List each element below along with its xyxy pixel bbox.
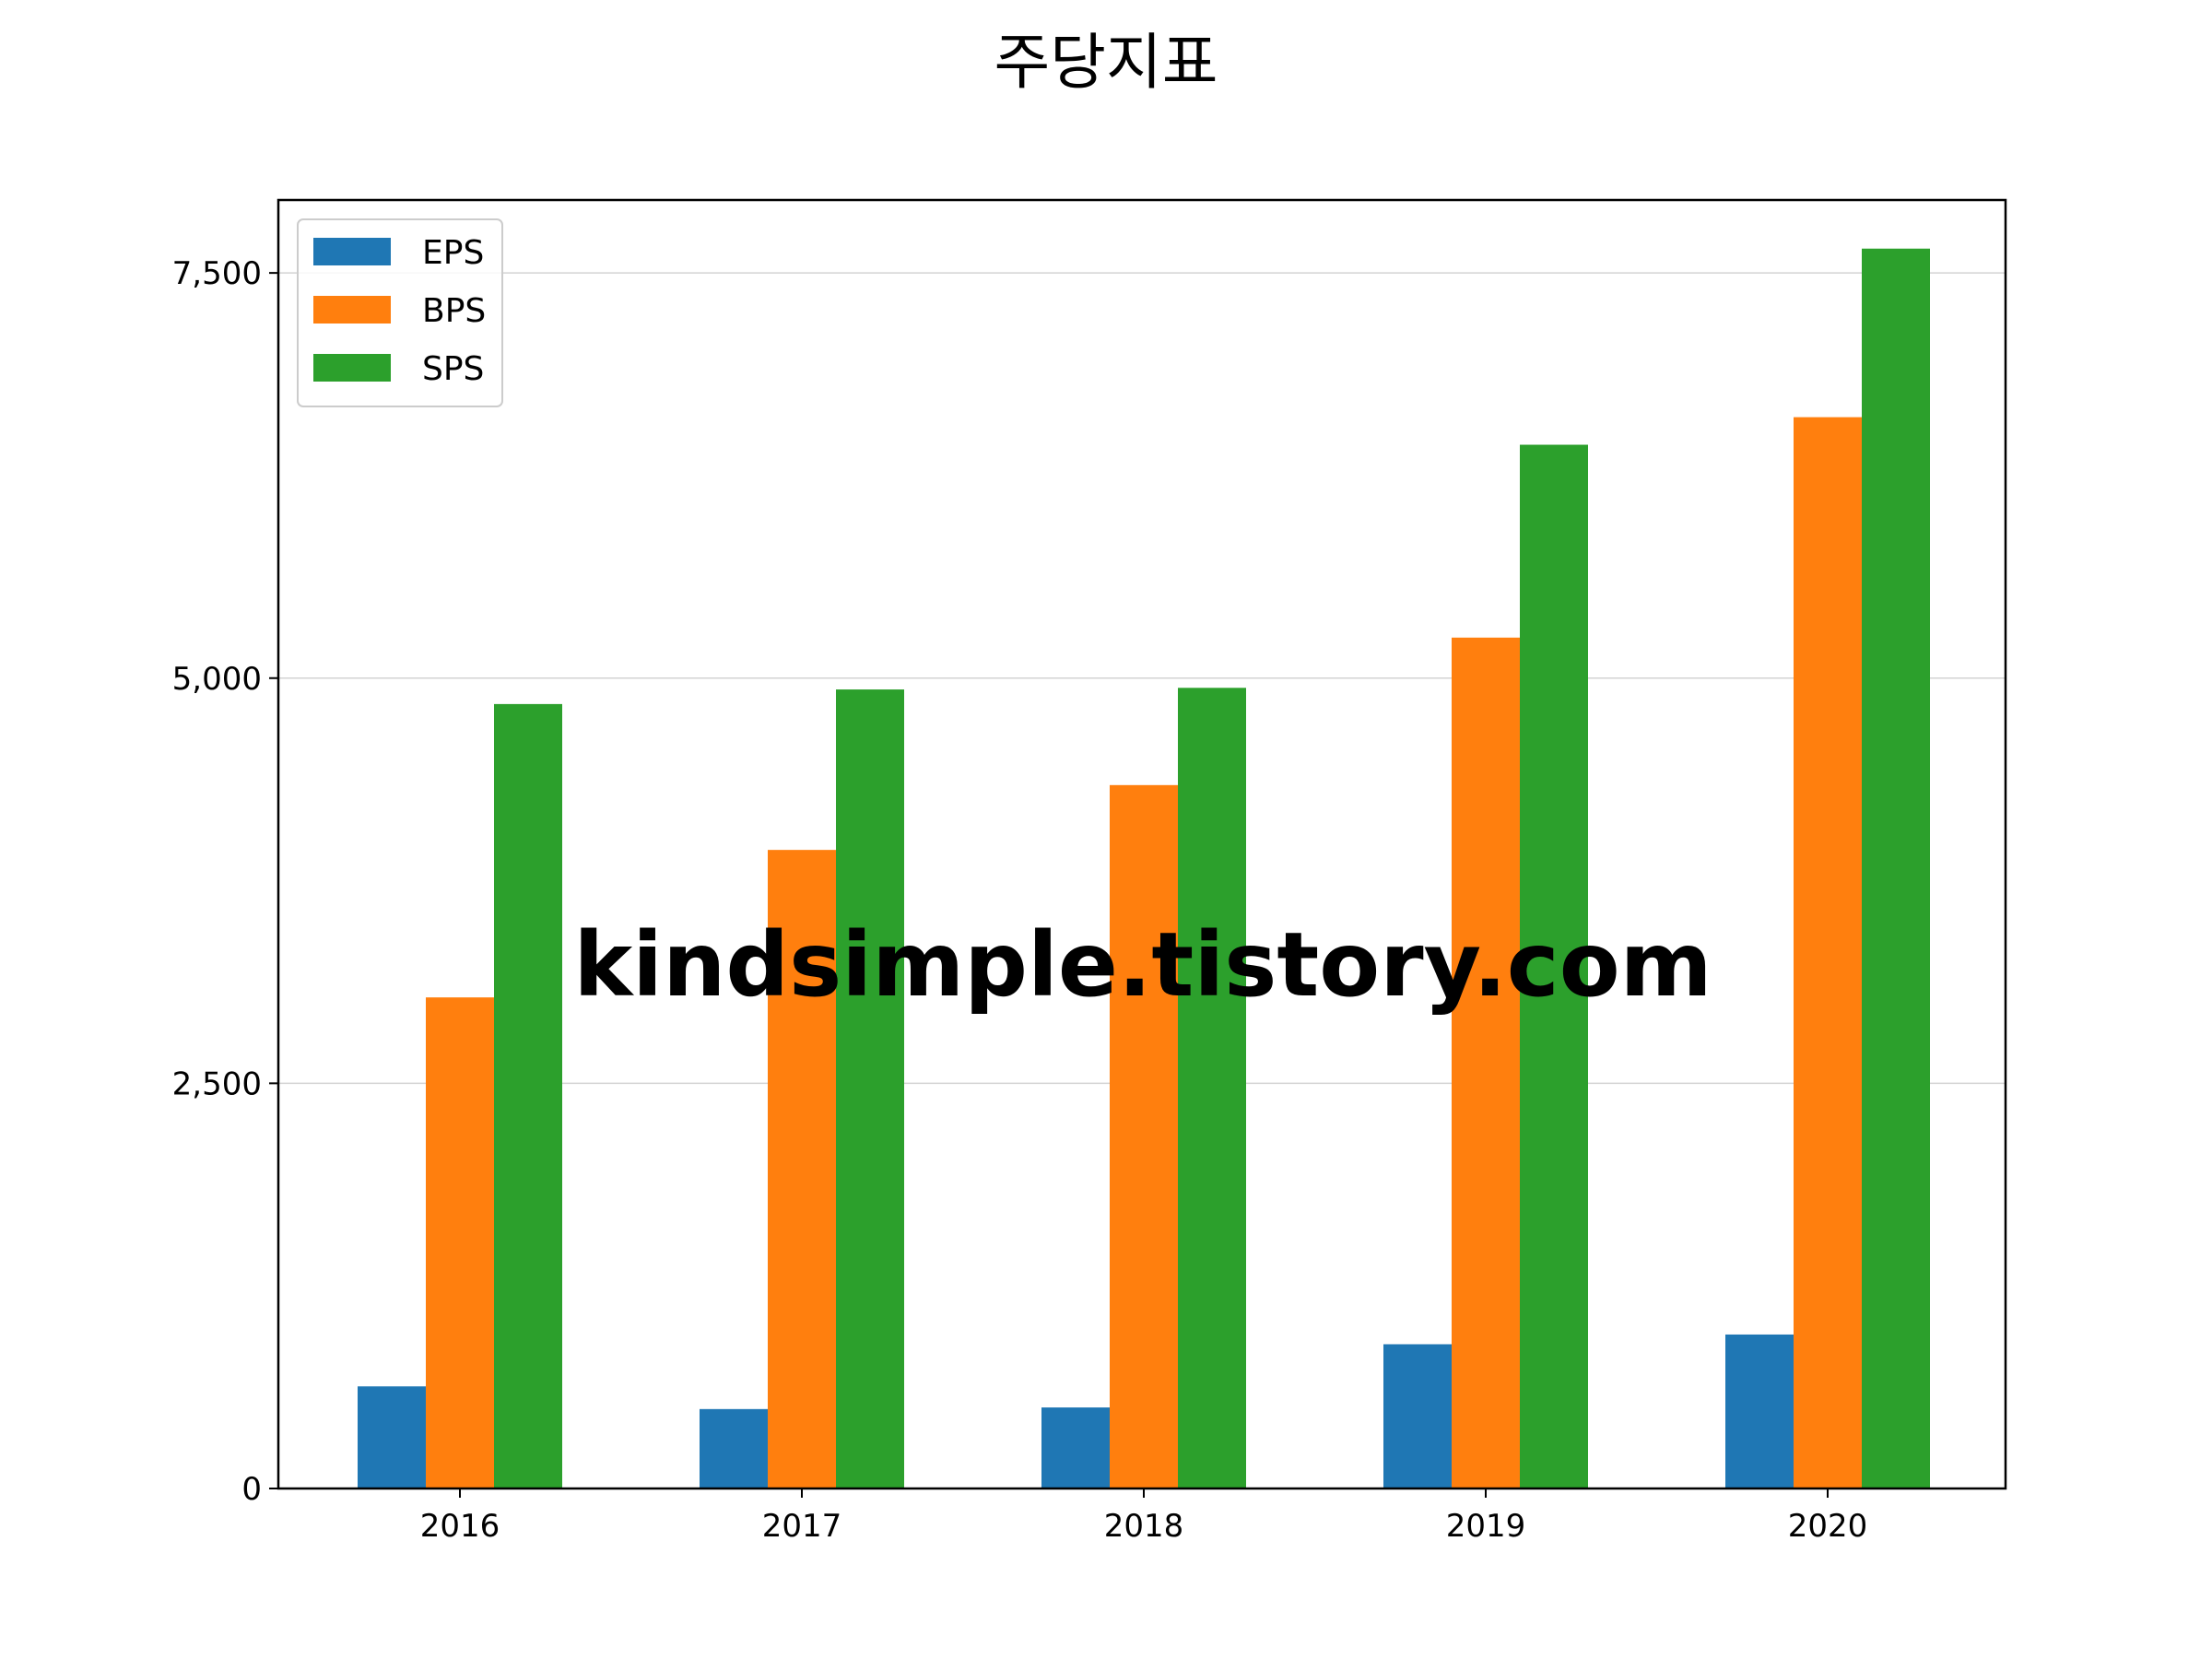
bars <box>358 248 1930 1489</box>
plot-frame <box>276 198 2007 1490</box>
x-axis-ticks: 2016 2017 2018 2019 2020 <box>420 1488 1868 1545</box>
bar-eps-2018 <box>1041 1407 1110 1488</box>
bar-sps-2016 <box>494 703 562 1488</box>
x-tick-label: 2020 <box>1788 1508 1868 1545</box>
y-tick-label: 2,500 <box>172 1065 262 1102</box>
legend-label-bps: BPS <box>422 292 486 330</box>
y-tick-label: 7,500 <box>172 255 262 292</box>
bar-sps-2019 <box>1520 444 1588 1488</box>
bar-sps-2017 <box>836 689 904 1488</box>
bar-eps-2020 <box>1725 1334 1794 1488</box>
x-tick-label: 2019 <box>1446 1508 1526 1545</box>
watermark-text: kindsimple.tistory.com <box>573 913 1712 1017</box>
x-tick-label: 2017 <box>762 1508 842 1545</box>
bar-sps-2020 <box>1862 248 1930 1488</box>
y-axis-ticks: 0 2,500 5,000 7,500 <box>172 255 278 1508</box>
x-tick-label: 2016 <box>420 1508 500 1545</box>
bar-eps-2017 <box>700 1408 768 1488</box>
bar-bps-2018 <box>1110 784 1178 1488</box>
bar-bps-2016 <box>426 997 494 1488</box>
bar-bps-2017 <box>768 850 836 1488</box>
x-tick-label: 2018 <box>1104 1508 1184 1545</box>
bar-sps-2018 <box>1178 688 1246 1488</box>
legend-label-eps: EPS <box>422 234 484 272</box>
bar-bps-2019 <box>1452 637 1520 1488</box>
legend: EPS BPS SPS <box>297 218 503 407</box>
bar-eps-2016 <box>358 1386 426 1488</box>
legend-swatch-eps <box>313 238 391 265</box>
bar-bps-2020 <box>1794 417 1862 1489</box>
legend-label-sps: SPS <box>422 350 484 388</box>
legend-swatch-bps <box>313 296 391 324</box>
legend-swatch-sps <box>313 354 391 382</box>
bar-eps-2019 <box>1383 1344 1452 1488</box>
y-tick-label: 0 <box>241 1471 262 1508</box>
y-tick-label: 5,000 <box>172 661 262 698</box>
chart-title: 주당지표 <box>994 27 1218 98</box>
